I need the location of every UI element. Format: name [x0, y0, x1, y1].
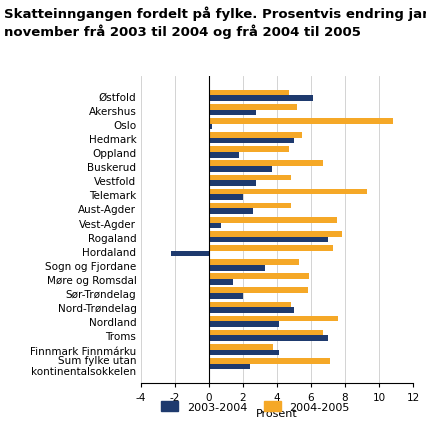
- Bar: [209, 105, 297, 110]
- Bar: [209, 124, 212, 130]
- Bar: [209, 273, 309, 279]
- Bar: [209, 322, 279, 327]
- Legend: 2003-2004, 2004-2005: 2003-2004, 2004-2005: [157, 397, 354, 416]
- Bar: [209, 316, 338, 322]
- Bar: [209, 175, 291, 181]
- Bar: [209, 91, 289, 96]
- Bar: [209, 364, 250, 369]
- Bar: [209, 265, 265, 271]
- Bar: [171, 251, 209, 257]
- Bar: [209, 308, 294, 313]
- Bar: [209, 288, 308, 294]
- Bar: [209, 161, 323, 167]
- Bar: [209, 279, 233, 285]
- Bar: [209, 231, 342, 237]
- Bar: [209, 138, 294, 144]
- Bar: [209, 237, 328, 243]
- Bar: [209, 358, 330, 364]
- Bar: [209, 294, 243, 299]
- Bar: [209, 344, 273, 350]
- Bar: [209, 133, 302, 138]
- Bar: [209, 147, 289, 153]
- Bar: [209, 119, 393, 124]
- Bar: [209, 209, 253, 215]
- Bar: [209, 110, 256, 116]
- Text: Skatteinngangen fordelt på fylke. Prosentvis endring januar-
november frå 2003 t: Skatteinngangen fordelt på fylke. Prosen…: [4, 6, 426, 39]
- Bar: [209, 245, 333, 251]
- Bar: [209, 350, 279, 355]
- Bar: [209, 181, 256, 187]
- X-axis label: Prosent: Prosent: [256, 408, 298, 418]
- Bar: [209, 336, 328, 341]
- Bar: [209, 302, 291, 308]
- Bar: [209, 96, 313, 102]
- Bar: [209, 195, 243, 201]
- Bar: [209, 223, 221, 229]
- Bar: [209, 203, 291, 209]
- Bar: [209, 167, 272, 172]
- Bar: [209, 217, 337, 223]
- Bar: [209, 189, 367, 195]
- Bar: [209, 259, 299, 265]
- Bar: [209, 330, 323, 336]
- Bar: [209, 153, 239, 158]
